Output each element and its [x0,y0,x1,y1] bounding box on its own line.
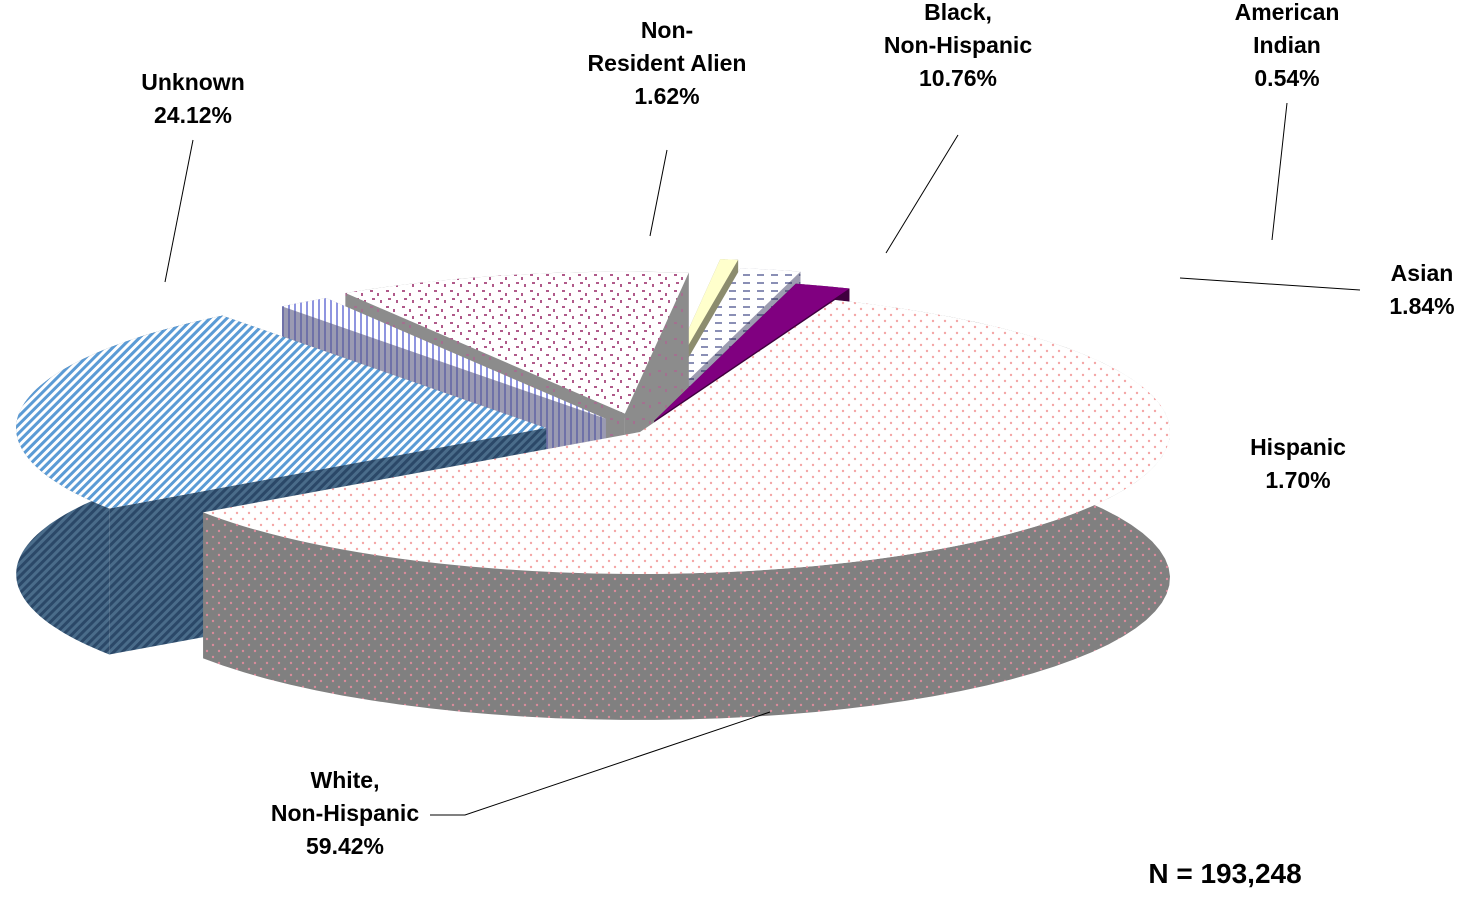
leader-line-3 [885,134,959,254]
slice-value-1: 24.12% [154,102,232,128]
slice-label-3: Black, Non-Hispanic 10.76% [884,0,1032,91]
slice-label-line-3-0: Black, [924,0,992,25]
leader-lines [164,102,1361,816]
leader-line-0 [430,711,771,816]
slice-label-0: White, Non-Hispanic 59.42% [271,767,419,859]
slice-label-line-4-0: American [1235,0,1340,25]
sample-size-note: N = 193,248 [1148,858,1302,889]
slice-label-line-1-0: Unknown [141,69,245,95]
slice-value-0: 59.42% [306,833,384,859]
slice-label-2: Non- Resident Alien 1.62% [588,17,747,109]
slice-label-line-2-0: Non- [641,17,693,43]
pie-slice-top-5 [658,268,801,409]
pie-slice-top-3 [345,271,689,414]
slice-value-5: 1.84% [1389,293,1454,319]
leader-line-1 [164,139,194,283]
slice-value-2: 1.62% [634,83,699,109]
slice-label-5: Asian 1.84% [1389,260,1454,319]
slice-label-line-4-1: Indian [1253,32,1321,58]
slice-value-6: 1.70% [1265,467,1330,493]
pie-slice-top-1 [16,315,547,509]
slice-label-line-3-1: Non-Hispanic [884,32,1032,58]
slice-label-line-0-1: Non-Hispanic [271,800,419,826]
pie-slice-0 [203,299,1170,720]
slice-labels: White, Non-Hispanic 59.42%Unknown 24.12%Non… [141,0,1454,859]
slice-value-4: 0.54% [1254,65,1319,91]
slice-label-line-6-0: Hispanic [1250,434,1346,460]
pie-slice-top-2 [282,298,606,419]
slice-label-line-5-0: Asian [1391,260,1454,286]
leader-line-4 [1271,102,1288,241]
slice-label-6: Hispanic 1.70% [1250,434,1346,493]
slice-label-line-2-1: Resident Alien [588,50,747,76]
slice-label-1: Unknown 24.12% [141,69,245,128]
pie-slice-top-0 [203,299,1170,574]
pie-slice-top-6 [654,283,850,421]
leader-line-5 [1179,277,1361,291]
leader-line-2 [649,149,668,237]
slice-label-line-0-0: White, [311,767,380,793]
slices-layer [16,259,1170,720]
slice-label-4: American Indian 0.54% [1235,0,1340,91]
slice-value-3: 10.76% [919,65,997,91]
